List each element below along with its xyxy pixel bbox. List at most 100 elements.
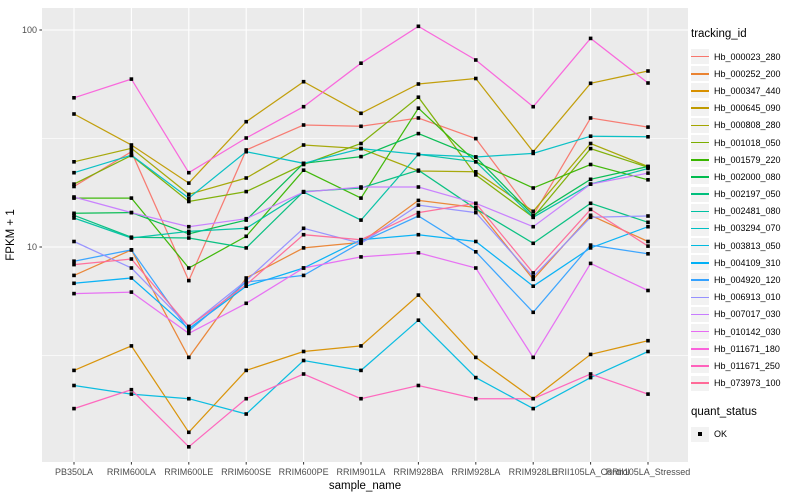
data-point (416, 318, 421, 322)
data-point (416, 214, 421, 218)
data-point (588, 207, 593, 212)
data-point (416, 131, 421, 136)
x-axis-title: sample_name (329, 480, 401, 492)
data-point (244, 412, 248, 416)
data-point (588, 352, 593, 357)
data-point (646, 164, 650, 169)
data-point (359, 237, 363, 242)
data-point (474, 76, 478, 81)
x-tick-label: RRII105LA_Control (552, 467, 630, 477)
data-point (531, 209, 535, 214)
data-point (244, 176, 248, 180)
data-point (72, 239, 76, 244)
legend-item: Hb_002481_080 (691, 203, 800, 220)
data-point (244, 368, 248, 373)
data-point (416, 383, 421, 388)
data-point (416, 293, 421, 297)
data-point (531, 396, 535, 401)
data-point (244, 246, 248, 250)
data-point (531, 241, 535, 246)
data-point (129, 276, 134, 280)
data-point (244, 276, 248, 280)
data-point (72, 291, 76, 296)
data-point (187, 224, 191, 229)
data-point (646, 239, 650, 244)
data-point (588, 375, 593, 380)
data-point (187, 192, 191, 197)
data-point (244, 216, 248, 221)
data-point (588, 177, 593, 182)
data-point (474, 239, 478, 244)
data-point (588, 134, 593, 138)
data-point (301, 246, 306, 250)
data-point (72, 273, 76, 278)
data-point (646, 252, 650, 256)
legend-item: Hb_006913_010 (691, 289, 800, 306)
legend-line-swatch (691, 272, 709, 288)
legend-item: Hb_010142_030 (691, 323, 800, 340)
data-point (72, 184, 76, 189)
legend-title: tracking_id (691, 28, 747, 40)
legend-item: Hb_001018_050 (691, 134, 800, 151)
legend-label: Hb_003294_070 (714, 223, 781, 234)
panel (42, 8, 688, 462)
data-point (474, 210, 478, 215)
legend-item: Hb_000808_280 (691, 117, 800, 134)
legend-items: Hb_000023_280 Hb_000252_200 Hb_000347_440 H… (691, 48, 800, 392)
x-tick-label: RRII105LA_Stressed (606, 467, 691, 477)
data-point (646, 338, 650, 343)
data-point (187, 329, 191, 333)
legend-line-swatch (691, 169, 709, 185)
data-point (646, 171, 650, 175)
data-point (129, 248, 134, 252)
data-point (187, 236, 191, 240)
quant-legend-title: quant_status (691, 405, 757, 418)
legend-item: Hb_001579_220 (691, 151, 800, 168)
data-point (129, 149, 134, 154)
legend-line-swatch (691, 341, 709, 357)
data-point (301, 232, 306, 237)
ok-marker-icon (691, 426, 709, 442)
data-point (301, 104, 306, 109)
legend-label: Hb_004109_310 (714, 257, 781, 268)
data-point (588, 182, 593, 186)
data-point (588, 372, 593, 376)
data-point (531, 224, 535, 229)
y-tick-label: 10 (27, 242, 37, 252)
data-point (301, 123, 306, 127)
data-point (474, 155, 478, 159)
data-point (416, 232, 421, 237)
data-point (359, 61, 363, 65)
data-point (646, 69, 650, 73)
legend-line-swatch (691, 152, 709, 168)
data-point (416, 185, 421, 189)
data-point (646, 288, 650, 293)
legend-label: Hb_004920_120 (714, 275, 781, 286)
data-point (301, 168, 306, 172)
legend-line-swatch (691, 289, 709, 305)
data-point (129, 210, 134, 215)
legend: tracking_id Hb_000023_280 Hb_000252_200 Hb… (691, 0, 800, 500)
data-point (72, 213, 76, 218)
data-point (187, 232, 191, 236)
data-point (244, 282, 248, 287)
data-point (646, 81, 650, 85)
data-point (301, 79, 306, 84)
data-point (588, 146, 593, 151)
legend-line-swatch (691, 100, 709, 116)
data-point (646, 178, 650, 182)
data-point (244, 226, 248, 231)
data-point (474, 375, 478, 380)
data-point (187, 430, 191, 435)
data-point (244, 136, 248, 140)
data-point (129, 236, 134, 240)
data-point (129, 77, 134, 81)
legend-item: Hb_000252_200 (691, 65, 800, 82)
data-point (187, 199, 191, 204)
legend-item: Hb_003813_050 (691, 237, 800, 254)
data-point (359, 241, 363, 246)
data-point (359, 368, 363, 373)
data-point (301, 266, 306, 270)
data-point (244, 396, 248, 401)
